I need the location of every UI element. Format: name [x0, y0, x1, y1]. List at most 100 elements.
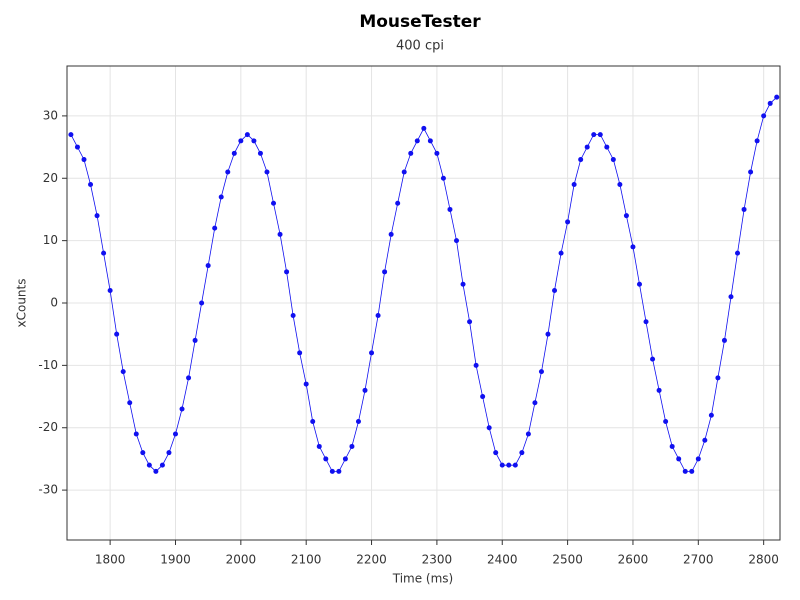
data-point [695, 456, 701, 462]
data-point [682, 468, 688, 474]
data-point [597, 132, 603, 138]
data-point [440, 175, 446, 181]
y-axis-label: xCounts [15, 279, 29, 328]
data-point [277, 231, 283, 237]
data-line [70, 96, 777, 472]
marks-layer [68, 94, 780, 474]
data-point [434, 150, 440, 156]
data-point [81, 157, 87, 163]
data-point [721, 337, 727, 343]
x-tick-label: 2200 [356, 553, 387, 567]
data-point [761, 113, 767, 119]
chart-subtitle: 400 cpi [396, 39, 444, 54]
data-point [427, 138, 433, 144]
data-point [408, 150, 414, 156]
data-point [94, 213, 100, 219]
data-point [702, 437, 708, 443]
data-point [395, 200, 401, 206]
data-point [375, 312, 381, 318]
data-point [767, 100, 773, 106]
data-point [369, 350, 375, 356]
data-point [538, 369, 544, 375]
data-point [251, 138, 257, 144]
data-point [467, 319, 473, 325]
data-point [506, 462, 512, 468]
data-point [610, 157, 616, 163]
data-point [284, 269, 290, 275]
data-point [591, 132, 597, 138]
data-point [212, 225, 218, 231]
data-point [192, 337, 198, 343]
data-point [512, 462, 518, 468]
data-point [604, 144, 610, 150]
data-point [774, 94, 780, 100]
x-tick-label: 2000 [226, 553, 257, 567]
data-point [584, 144, 590, 150]
data-point [382, 269, 388, 275]
y-tick-label: 30 [43, 108, 58, 122]
y-tick-label: 20 [43, 171, 58, 185]
data-point [114, 331, 120, 337]
data-point [146, 462, 152, 468]
data-point [689, 468, 695, 474]
data-point [447, 206, 453, 212]
data-point [303, 381, 309, 387]
data-point [166, 450, 172, 456]
data-point [133, 431, 139, 437]
data-point [238, 138, 244, 144]
data-point [179, 406, 185, 412]
data-point [257, 150, 263, 156]
data-point [107, 288, 113, 294]
data-point [349, 443, 355, 449]
data-point [310, 419, 316, 424]
data-point [643, 319, 649, 325]
x-tick-label: 2300 [422, 553, 453, 567]
data-point [519, 450, 525, 456]
data-point [525, 431, 531, 437]
data-point [218, 194, 224, 200]
data-point [205, 263, 211, 269]
grid-layer [62, 66, 780, 545]
data-point [153, 468, 159, 474]
data-point [460, 281, 466, 287]
y-tick-label: -30 [38, 483, 58, 497]
data-point [499, 462, 505, 468]
data-point [140, 450, 146, 456]
data-point [355, 419, 361, 424]
data-point [669, 443, 675, 449]
data-point [68, 132, 74, 138]
y-tick-label: -10 [38, 358, 58, 372]
data-point [199, 300, 205, 306]
plot-frame [66, 65, 781, 541]
data-point [493, 450, 499, 456]
y-tick-label: 10 [43, 233, 58, 247]
y-tick-label: -20 [38, 420, 58, 434]
data-point [552, 288, 558, 294]
data-point [473, 362, 479, 368]
data-point [754, 138, 760, 144]
data-point [636, 281, 642, 287]
y-tick-label: 0 [50, 296, 58, 310]
data-point [323, 456, 329, 462]
data-point [741, 206, 747, 212]
data-point [656, 387, 662, 393]
data-point [388, 231, 394, 237]
data-point [480, 394, 486, 400]
x-tick-label: 2500 [552, 553, 583, 567]
data-point [421, 125, 427, 131]
data-point [271, 200, 277, 206]
data-point [676, 456, 682, 462]
data-point [571, 182, 577, 187]
data-point [329, 468, 335, 474]
data-point [617, 182, 623, 187]
data-point [342, 456, 348, 462]
data-point [297, 350, 303, 356]
x-tick-label: 2600 [618, 553, 649, 567]
data-point [159, 462, 165, 468]
data-point [231, 150, 237, 156]
data-point [74, 144, 80, 150]
data-point [565, 219, 571, 225]
x-tick-label: 2400 [487, 553, 518, 567]
data-point [748, 169, 754, 175]
